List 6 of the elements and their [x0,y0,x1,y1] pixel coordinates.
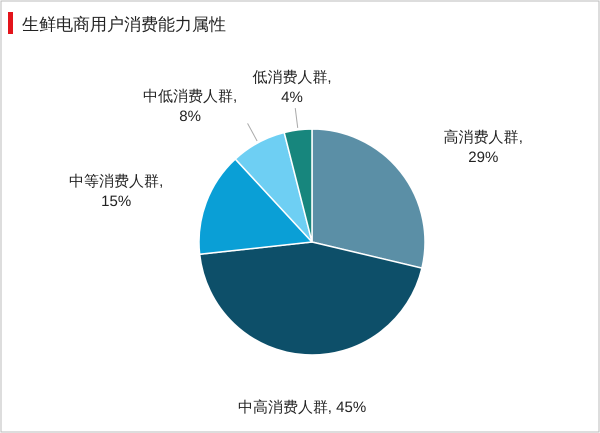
data-label: 中低消费人群, 8% [143,86,238,127]
chart-title: 生鲜电商用户消费能力属性 [22,15,226,34]
data-label: 中等消费人群, 15% [69,172,164,212]
data-label: 中高消费人群, 45% [238,398,366,418]
data-label: 高消费人群, 29% [444,128,523,168]
data-label: 低消费人群, 4% [252,68,332,108]
